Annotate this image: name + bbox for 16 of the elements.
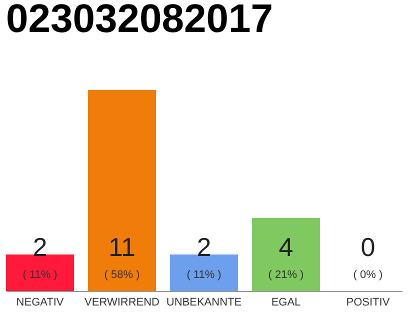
data-label: 2 <box>196 232 212 262</box>
annotation: ( 11% ) <box>22 269 58 281</box>
data-label: 0 <box>360 232 376 262</box>
x-tick-label: VERWIRREND <box>84 296 160 308</box>
annotation: ( 11% ) <box>186 269 222 281</box>
x-tick-label: POSITIV <box>346 296 390 308</box>
annotation: ( 0% ) <box>353 269 383 281</box>
data-label: 4 <box>278 232 294 262</box>
annotation: ( 58% ) <box>104 269 140 281</box>
x-tick-label: EGAL <box>271 296 301 308</box>
annotation: ( 21% ) <box>268 269 304 281</box>
data-label: 2 <box>32 232 48 262</box>
data-label: 11 <box>108 232 136 262</box>
x-tick-label: NEGATIV <box>16 296 64 308</box>
x-tick-label: UNBEKANNTE <box>166 296 242 308</box>
chart-title: 023032082017 <box>6 0 273 41</box>
